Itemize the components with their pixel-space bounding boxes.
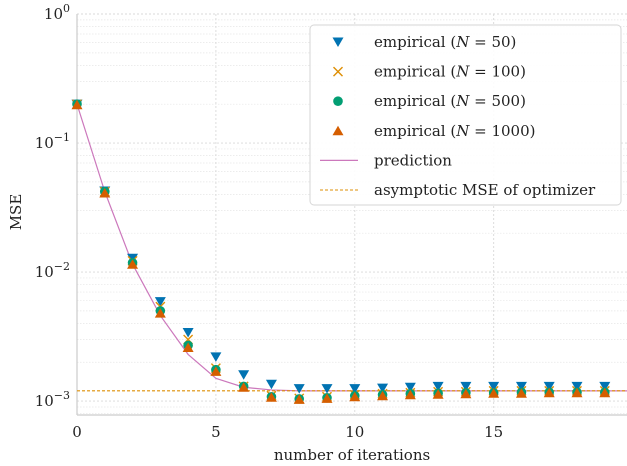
data-point-triangle-down <box>515 381 527 392</box>
data-point-triangle-down <box>210 352 222 362</box>
data-point-triangle-up <box>99 187 111 198</box>
data-point-triangle-down <box>571 381 583 392</box>
legend-marker-circle <box>333 96 343 106</box>
data-point-triangle-down <box>404 382 416 393</box>
data-point-triangle-up <box>543 387 555 398</box>
data-point-triangle-up <box>238 382 250 392</box>
legend-label: prediction <box>374 151 452 169</box>
data-point-triangle-up <box>377 390 389 401</box>
data-point-triangle-up <box>210 366 222 376</box>
y-tick-label: 10−3 <box>35 389 70 410</box>
data-point-triangle-down <box>488 381 500 392</box>
legend-label: empirical (N = 100) <box>374 63 526 81</box>
legend: empirical (N = 50) empirical (N = 100) emp… <box>309 24 622 206</box>
data-point-triangle-up <box>321 393 333 403</box>
legend-marker-triangle-up <box>332 125 344 136</box>
data-point-triangle-up <box>265 392 277 402</box>
data-point-triangle-down <box>182 328 194 338</box>
axes <box>76 14 627 416</box>
x-stroke <box>333 66 343 77</box>
plot-area <box>71 99 627 404</box>
legend-label: asymptotic MSE of optimizer <box>374 181 596 199</box>
legend-box <box>309 24 622 206</box>
y-axis-label: MSE <box>7 194 25 231</box>
data-point-triangle-up <box>71 99 83 110</box>
data-point-triangle-up <box>293 394 305 404</box>
data-point-triangle-down <box>321 384 333 394</box>
data-point-triangle-up <box>515 388 527 398</box>
legend-marker-x <box>333 66 343 77</box>
x-tick-label: 10 <box>345 423 364 441</box>
data-point-triangle-up <box>349 391 361 402</box>
x-tick-label: 5 <box>211 423 221 441</box>
data-point-triangle-down <box>543 381 555 392</box>
data-point-triangle-up <box>460 388 472 399</box>
data-point-triangle-down <box>599 381 611 392</box>
data-point-triangle-up <box>127 259 139 269</box>
tick-labels: 0 5 10 15 10−3 10−2 10−1 100 <box>35 2 504 441</box>
x-tick-label: 15 <box>484 423 503 441</box>
data-point-triangle-down <box>238 370 250 380</box>
data-point-triangle-down <box>349 384 361 394</box>
data-point-triangle-up <box>154 308 166 318</box>
legend-label: empirical (N = 50) <box>374 33 516 51</box>
data-point-triangle-up <box>599 387 611 398</box>
data-point-triangle-up <box>488 388 500 398</box>
data-point-triangle-down <box>432 381 444 392</box>
data-point-triangle-down <box>154 297 166 307</box>
data-point-triangle-down <box>460 381 472 392</box>
legend-label: empirical (N = 1000) <box>374 122 536 140</box>
y-tick-label: 10−1 <box>35 131 70 152</box>
legend-label: empirical (N = 500) <box>374 92 526 110</box>
y-tick-label: 100 <box>44 2 70 23</box>
data-point-triangle-down <box>377 383 389 394</box>
data-point-triangle-up <box>182 342 194 353</box>
data-point-triangle-down <box>265 379 277 390</box>
data-point-triangle-up <box>571 387 583 398</box>
data-point-triangle-up <box>404 389 416 400</box>
data-point-triangle-down <box>293 384 305 394</box>
y-tick-label: 10−2 <box>35 260 70 281</box>
x-axis-label: number of iterations <box>274 446 430 464</box>
x-tick-label: 0 <box>72 423 82 441</box>
data-point-triangle-up <box>432 389 444 399</box>
series-group <box>71 99 627 404</box>
legend-marker-triangle-down <box>332 37 344 47</box>
